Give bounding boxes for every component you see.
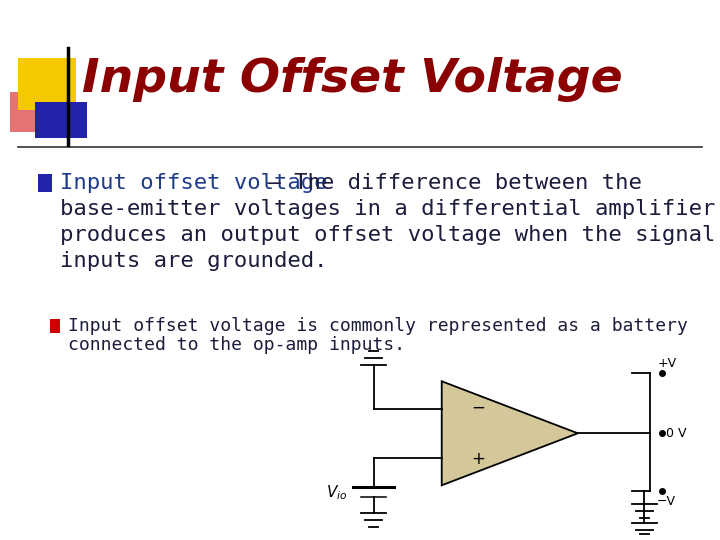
Text: – The difference between the: – The difference between the (253, 173, 642, 193)
Bar (10, 92, 58, 132)
Text: produces an output offset voltage when the signal: produces an output offset voltage when t… (60, 225, 716, 245)
Bar (18, 58, 76, 110)
Text: −V: −V (657, 495, 676, 508)
Bar (38, 174, 52, 192)
Text: Input offset voltage is commonly represented as a battery: Input offset voltage is commonly represe… (68, 317, 688, 335)
Text: $V_{io}$: $V_{io}$ (326, 483, 348, 502)
Text: connected to the op-amp inputs.: connected to the op-amp inputs. (68, 336, 405, 354)
Bar (50, 319, 60, 333)
Text: −: − (471, 399, 485, 416)
Bar (35, 102, 87, 138)
Text: +V: +V (657, 357, 676, 370)
Text: 0 V: 0 V (666, 427, 687, 440)
Polygon shape (442, 381, 577, 485)
Text: inputs are grounded.: inputs are grounded. (60, 251, 328, 271)
Text: Input offset voltage: Input offset voltage (60, 173, 328, 193)
Text: Input Offset Voltage: Input Offset Voltage (82, 57, 623, 103)
Text: +: + (471, 450, 485, 468)
Text: base-emitter voltages in a differential amplifier that: base-emitter voltages in a differential … (60, 199, 720, 219)
